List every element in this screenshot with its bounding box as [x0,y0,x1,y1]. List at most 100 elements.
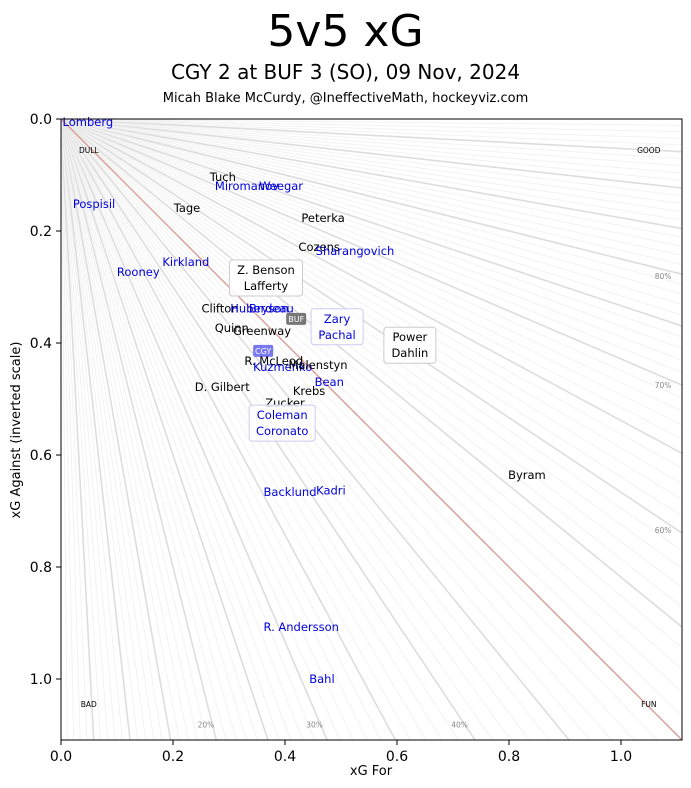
player-label: Bean [315,375,344,389]
ray-line [61,119,411,740]
x-axis-label: xG For [350,764,393,779]
ray-line [61,119,682,133]
ray-line [61,119,682,469]
ray-line [61,119,682,153]
player-label: Power [392,330,427,344]
x-tick-label: 0.8 [498,749,520,765]
ray-line [61,119,682,693]
ray-line [61,119,682,247]
player-group-box [383,326,437,364]
ray-line [61,119,682,316]
player-label: Dahlin [391,346,428,360]
player-label: Backlund [264,485,317,499]
percent-label: 80% [655,272,672,281]
y-tick-label: 0.0 [30,112,52,128]
chart-subtitle: CGY 2 at BUF 3 (SO), 09 Nov, 2024 [170,60,521,84]
ray-line [61,119,102,740]
ray-line [61,119,88,740]
ray-line [61,119,659,740]
y-tick-label: 0.2 [30,224,52,240]
ray-line [61,119,682,197]
y-tick-label: 1.0 [30,672,52,688]
ray-line [61,119,682,589]
player-label: Lomberg [63,115,114,129]
ray-line [61,119,682,501]
ray-line [61,119,443,740]
player-label: Zary [324,312,351,326]
ray-line [61,119,68,740]
ray-line [61,119,682,570]
ray-line [61,119,189,740]
ray-line [61,119,682,608]
ray-line [61,119,218,740]
ray-line [61,119,682,350]
player-label: Byram [508,468,546,482]
player-label: Kuzmenko [253,360,312,374]
percent-label: 20% [198,721,215,730]
ray-line [61,119,682,717]
corner-label: BAD [81,700,97,709]
ray-line [61,119,571,740]
player-label: Tuch [209,170,236,184]
ray-line [61,119,682,426]
ray-line [61,119,95,740]
x-tick-label: 0.6 [386,749,408,765]
player-label: Greenway [233,324,291,338]
ray-line [61,119,329,740]
ray-line [61,119,682,221]
percent-label: 40% [451,721,468,730]
ray-line [61,119,280,740]
player-label: Malenstyn [288,358,347,372]
ray-line [61,119,198,740]
x-tick-label: 1.0 [610,749,632,765]
ray-line [61,119,269,740]
ray-line [61,119,682,160]
ray-line [61,119,180,740]
ray-line [61,119,682,167]
ray-line [61,119,682,362]
player-label: R. McLeod [244,354,303,368]
ray-line [61,119,163,740]
ray-line [61,119,316,740]
ray-line [61,119,682,126]
ray-line [61,119,682,295]
ray-line [61,119,123,740]
ray-line [61,119,682,256]
ray-line [61,119,382,740]
ray-line [61,119,682,306]
player-label: Bryson [249,301,289,315]
player-label: Tage [173,201,201,215]
player-label: D. Gilbert [195,380,251,394]
ray-line [61,119,147,740]
ray-line [61,119,459,740]
ray-line [61,119,304,740]
ray-line [61,119,682,285]
ray-line [61,119,341,740]
ray-line [61,119,682,374]
chart-title: 5v5 xG [267,6,424,57]
x-tick-label: 0.4 [274,749,296,765]
player-group-box [228,259,303,297]
ray-line [61,119,682,412]
ray-line [61,119,682,649]
player-label: Krebs [293,384,325,398]
y-tick-label: 0.4 [30,336,52,352]
ray-line [61,119,682,181]
team-marker-cgy [253,344,274,357]
ray-line [61,119,682,455]
ray-line [61,119,139,740]
ray-line [61,119,682,230]
x-tick-label: 0.2 [162,749,184,765]
player-label: Coronato [256,424,308,438]
player-label: Huberdeau [230,301,294,315]
player-label: Coleman [257,408,308,422]
ray-line [61,119,682,205]
ray-line [61,119,682,266]
team-marker-label: CGY [255,347,271,356]
ray-line [61,119,682,399]
ray-line [61,119,172,740]
ray-line [61,119,397,740]
ray-line [61,119,682,517]
ray-line [61,119,248,740]
